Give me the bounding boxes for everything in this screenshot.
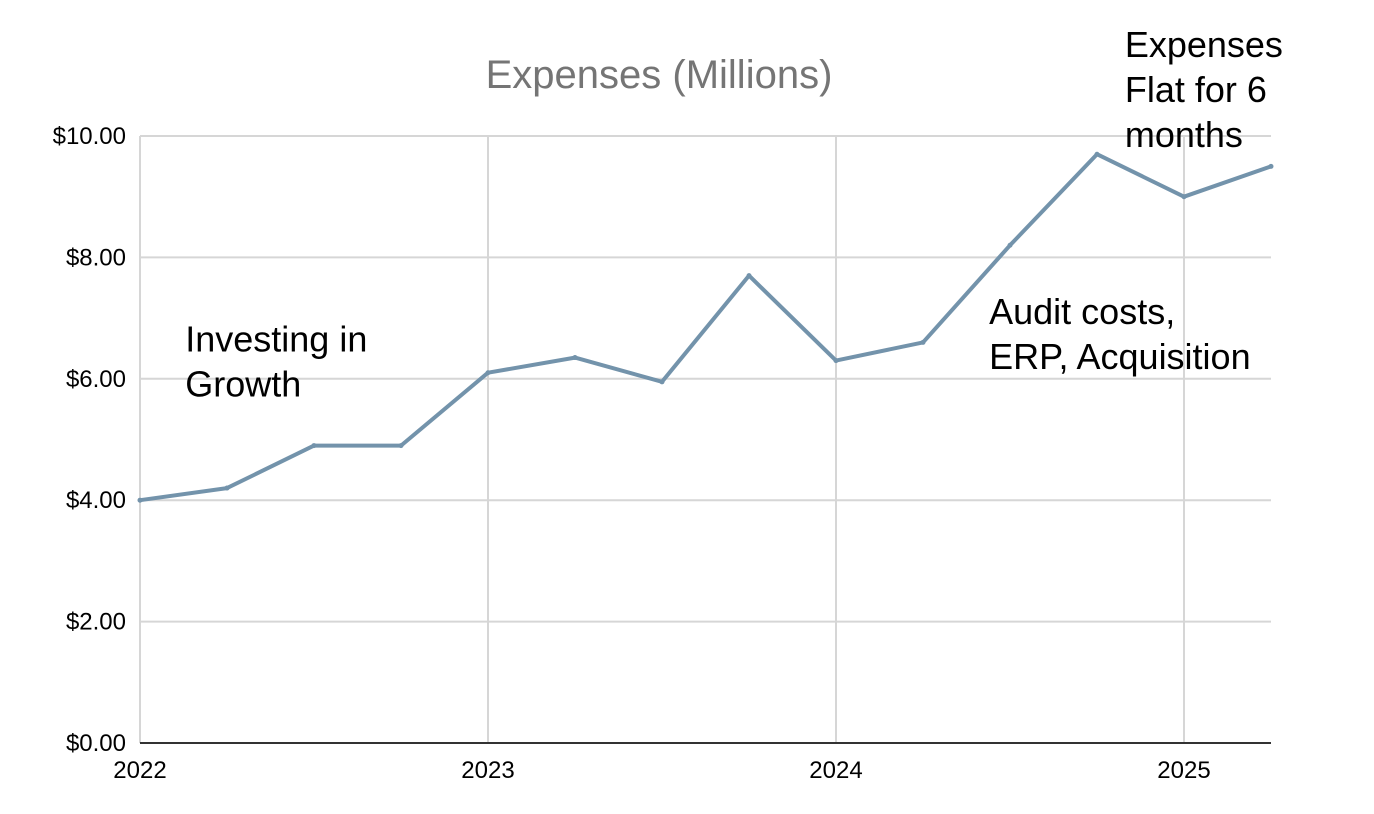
annotation-line: months — [1125, 114, 1243, 155]
data-point — [485, 370, 491, 376]
chart-title: Expenses (Millions) — [486, 53, 833, 97]
y-tick-label: $10.00 — [53, 123, 126, 150]
y-tick-label: $6.00 — [66, 366, 126, 393]
data-point — [1094, 151, 1100, 157]
data-point — [659, 379, 665, 385]
annotation-2: Expenses Flat for 6 months — [1125, 24, 1283, 155]
grid-lines — [139, 135, 1271, 743]
data-point — [833, 358, 839, 364]
data-point — [398, 443, 404, 449]
x-tick-label: 2022 — [113, 757, 166, 784]
annotation-line: Flat for 6 — [1125, 69, 1267, 110]
x-tick-label: 2025 — [1157, 757, 1210, 784]
y-tick-label: $4.00 — [66, 487, 126, 514]
data-point — [920, 339, 926, 345]
data-point — [137, 497, 143, 503]
annotation-line: Investing in — [185, 318, 367, 359]
y-tick-label: $8.00 — [66, 244, 126, 271]
y-tick-label: $0.00 — [66, 730, 126, 757]
annotation-line: Audit costs, — [989, 291, 1175, 332]
data-point — [746, 273, 752, 279]
data-point — [572, 355, 578, 361]
data-point — [1181, 194, 1187, 200]
data-point — [1268, 163, 1274, 169]
data-point — [1007, 242, 1013, 248]
annotation-line: Expenses — [1125, 24, 1283, 65]
x-tick-label: 2024 — [809, 757, 862, 784]
annotations: Investing in Growth Audit costs, ERP, Acqui… — [185, 24, 1283, 404]
annotation-line: ERP, Acquisition — [989, 336, 1251, 377]
x-tick-label: 2023 — [461, 757, 514, 784]
annotation-1: Audit costs, ERP, Acquisition — [989, 291, 1251, 377]
data-point — [224, 485, 230, 491]
data-point — [311, 443, 317, 449]
series-layer — [137, 151, 1274, 503]
annotation-line: Growth — [185, 363, 301, 404]
annotation-0: Investing in Growth — [185, 318, 367, 404]
series-line-expenses — [138, 152, 1273, 503]
axes: $0.00 $2.00 $4.00 $6.00 $8.00 $10.00 2022 2023 2… — [53, 123, 1271, 784]
y-tick-label: $2.00 — [66, 609, 126, 636]
